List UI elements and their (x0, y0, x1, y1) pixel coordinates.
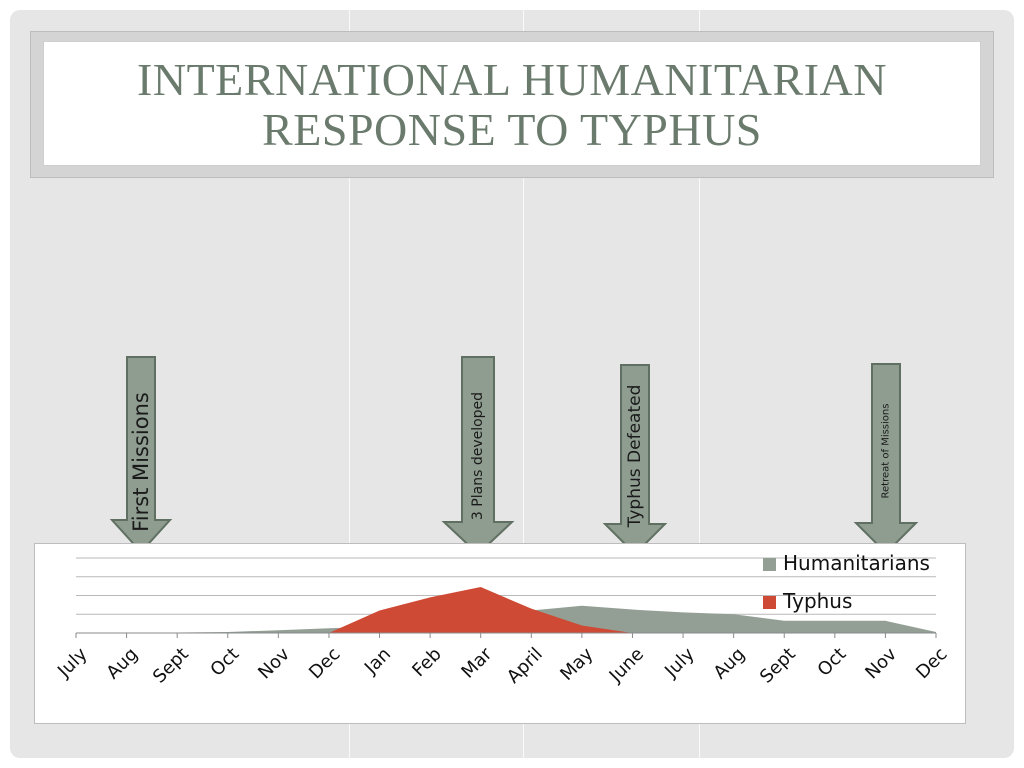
typhus-defeated-label: Typhus Defeated (625, 384, 645, 528)
area-chart: July Aug Sept Oct Nov Dec Jan Feb Mar April May Jun… (53, 551, 951, 688)
background-divider (523, 10, 524, 758)
x-tick-label: June (605, 644, 648, 687)
slide: International Humanitarian Response to T… (10, 10, 1014, 758)
x-tick-label: Jan (360, 644, 395, 679)
plans-developed-label: 3 Plans developed (470, 391, 486, 521)
title-frame: International Humanitarian Response to T… (30, 31, 994, 178)
legend-swatch-typhus (763, 596, 776, 609)
down-arrow-icon (109, 356, 173, 554)
retreat-of-missions-label: Retreat of Missions (880, 403, 892, 499)
x-tick-label: Nov (254, 643, 294, 683)
x-tick-label: July (660, 643, 699, 682)
x-tick-label: April (503, 644, 547, 688)
x-tick-label: July (53, 643, 92, 682)
first-missions-label: First Missions (129, 392, 153, 532)
x-tick-label: Dec (305, 644, 344, 683)
title-box: International Humanitarian Response to T… (43, 41, 981, 166)
x-tick-label: Aug (710, 644, 750, 684)
background-divider (699, 10, 700, 758)
x-tick-label: Dec (912, 644, 951, 683)
x-tick-label: Sept (756, 644, 800, 688)
x-tick-label: May (556, 643, 597, 684)
x-tick-label: Aug (102, 644, 142, 684)
legend-label-typhus: Typhus (782, 589, 852, 613)
x-tick-label: Sept (149, 644, 193, 688)
x-tick-label: Nov (861, 643, 901, 683)
x-tick-label: Feb (408, 644, 445, 681)
x-tick-label: Oct (814, 644, 851, 681)
slide-title: International Humanitarian Response to T… (137, 53, 887, 155)
x-tick-label: Oct (206, 644, 243, 681)
series-typhus-area (76, 587, 936, 633)
down-arrow-icon (602, 364, 668, 556)
x-tick-label: Mar (457, 643, 496, 682)
legend-swatch-humanitarians (763, 558, 776, 571)
down-arrow-icon (441, 356, 515, 556)
background-divider (349, 10, 350, 758)
chart-panel: July Aug Sept Oct Nov Dec Jan Feb Mar April May Jun… (34, 543, 966, 724)
legend-label-humanitarians: Humanitarians (783, 551, 930, 575)
down-arrow-icon (853, 363, 919, 555)
